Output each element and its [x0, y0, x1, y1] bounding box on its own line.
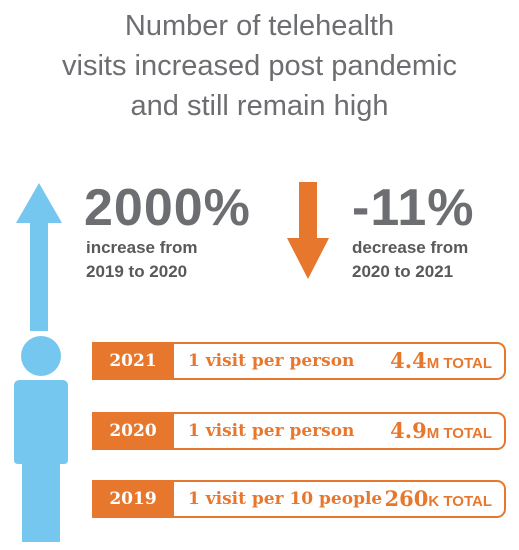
row-total: 4.4M TOTAL: [390, 344, 492, 378]
row-2021: 2021 1 visit per person 4.4M TOTAL: [92, 342, 506, 380]
title-line-1: Number of telehealth: [124, 10, 395, 42]
row-total: 260K TOTAL: [385, 482, 492, 516]
row-year: 2020: [92, 412, 174, 450]
increase-label-line-2: 2019 to 2020: [86, 262, 188, 281]
row-total-number: 4.9: [390, 418, 427, 443]
page-title: Number of telehealth visits increased po…: [0, 6, 519, 126]
row-total-label: TOTAL: [439, 425, 492, 442]
row-total-unit: M: [426, 425, 440, 442]
increase-value: 2000%: [84, 179, 251, 237]
title-line-2: visits increased post pandemic: [62, 50, 457, 82]
row-total: 4.9M TOTAL: [390, 414, 492, 448]
increase-label-line-1: increase from: [86, 238, 198, 257]
person-icon: [14, 336, 68, 542]
row-total-number: 260: [384, 486, 429, 511]
decrease-label-line-1: decrease from: [352, 238, 469, 257]
row-total-unit: K: [428, 493, 440, 510]
up-arrow-icon: [16, 183, 62, 331]
row-2020: 2020 1 visit per person 4.9M TOTAL: [92, 412, 506, 450]
row-year: 2019: [92, 480, 174, 518]
decrease-value: -11%: [352, 179, 475, 237]
row-total-unit: M: [426, 355, 440, 372]
decrease-label-line-2: 2020 to 2021: [352, 262, 454, 281]
down-arrow-icon: [287, 182, 329, 279]
row-per-capita: 1 visit per person: [188, 351, 355, 371]
row-2019: 2019 1 visit per 10 people 260K TOTAL: [92, 480, 506, 518]
row-total-label: TOTAL: [439, 355, 492, 372]
row-per-capita: 1 visit per 10 people: [188, 489, 383, 509]
row-year: 2021: [92, 342, 174, 380]
row-per-capita: 1 visit per person: [188, 421, 355, 441]
title-line-3: and still remain high: [130, 90, 389, 122]
row-total-label: TOTAL: [439, 493, 492, 510]
row-total-number: 4.4: [390, 348, 427, 373]
